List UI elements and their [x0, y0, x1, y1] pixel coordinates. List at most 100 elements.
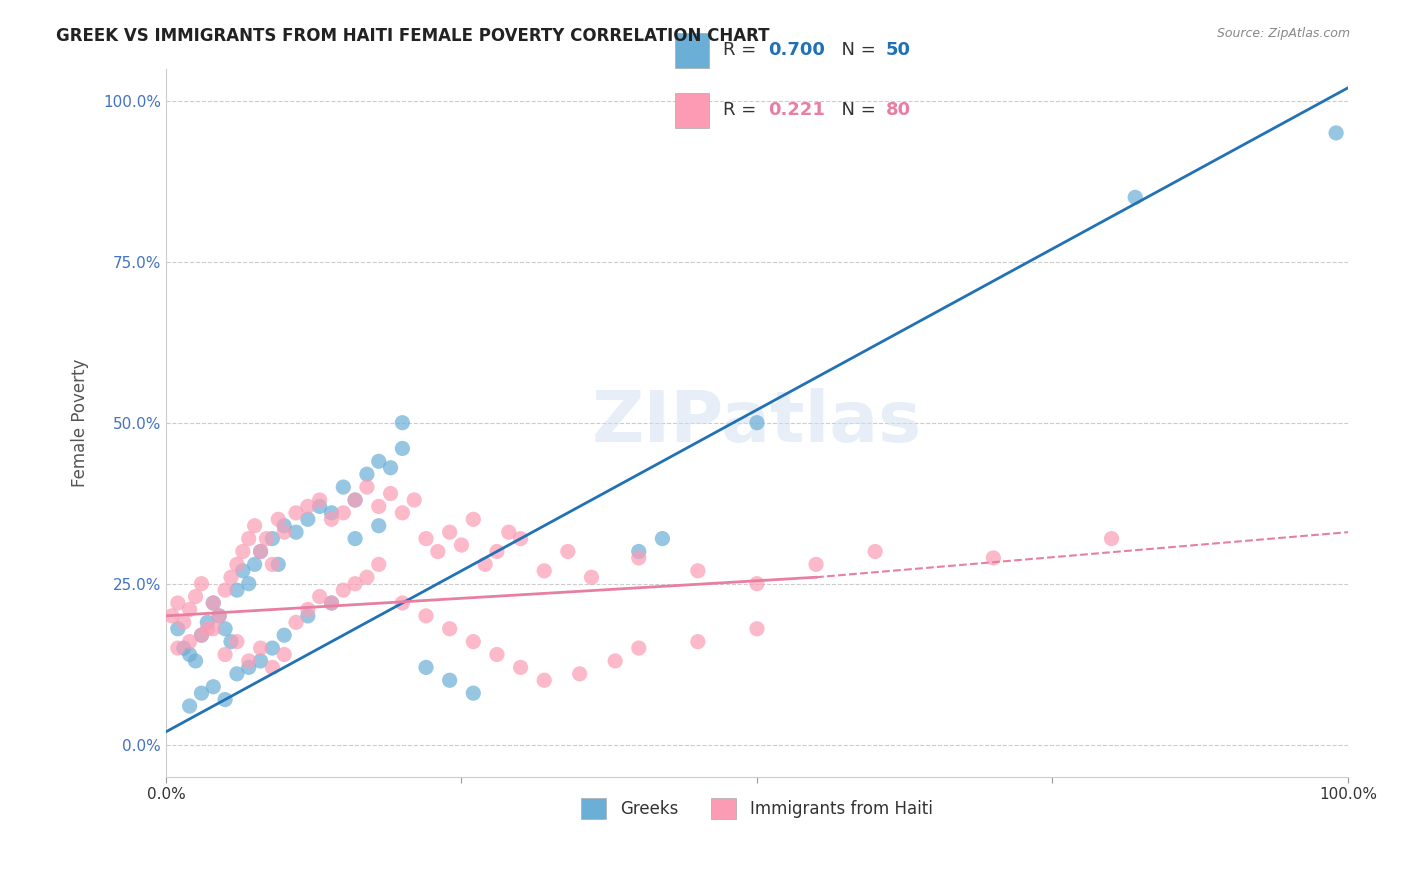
Point [208, 608, 231, 623]
Point [184, 654, 207, 668]
Point [308, 500, 330, 514]
Point [498, 525, 520, 540]
Point [267, 558, 290, 572]
Point [367, 558, 389, 572]
Point [219, 570, 242, 584]
Point [232, 544, 254, 558]
Point [686, 634, 709, 648]
Point [214, 692, 236, 706]
Point [450, 538, 472, 552]
Point [1101, 532, 1123, 546]
Point [190, 576, 212, 591]
Point [391, 416, 413, 430]
Point [627, 641, 650, 656]
Point [356, 480, 378, 494]
Point [297, 512, 319, 526]
Point [1123, 190, 1146, 204]
Point [243, 518, 266, 533]
Point [179, 648, 201, 662]
Text: R =: R = [723, 102, 768, 120]
Point [463, 512, 485, 526]
Point [391, 506, 413, 520]
Text: 0.221: 0.221 [768, 102, 824, 120]
Point [321, 506, 343, 520]
Point [415, 532, 437, 546]
Text: 0.700: 0.700 [768, 41, 824, 59]
Point [256, 532, 278, 546]
Point [332, 506, 354, 520]
Bar [675, 93, 709, 128]
Point [380, 460, 402, 475]
Point [745, 576, 768, 591]
Point [463, 634, 485, 648]
Point [297, 602, 319, 616]
Point [344, 532, 367, 546]
Point [238, 532, 260, 546]
Point [273, 628, 295, 642]
Point [184, 590, 207, 604]
Text: N =: N = [830, 102, 882, 120]
Point [202, 596, 225, 610]
Point [533, 564, 555, 578]
Point [195, 615, 218, 630]
Point [627, 550, 650, 565]
Point [202, 680, 225, 694]
Point [1324, 126, 1347, 140]
Point [249, 544, 271, 558]
Point [202, 622, 225, 636]
Point [463, 686, 485, 700]
Point [415, 608, 437, 623]
Point [581, 570, 603, 584]
Point [262, 558, 284, 572]
Point [605, 654, 627, 668]
Point [356, 570, 378, 584]
Text: Source: ZipAtlas.com: Source: ZipAtlas.com [1216, 27, 1350, 40]
Point [179, 634, 201, 648]
Text: R =: R = [723, 41, 762, 59]
Point [356, 467, 378, 482]
Point [285, 506, 308, 520]
Point [297, 500, 319, 514]
Point [225, 558, 247, 572]
Point [273, 525, 295, 540]
Point [485, 648, 508, 662]
Point [509, 532, 531, 546]
Point [249, 654, 271, 668]
Point [243, 558, 266, 572]
Point [344, 576, 367, 591]
Point [166, 622, 188, 636]
Point [568, 666, 591, 681]
Point [173, 641, 195, 656]
Point [509, 660, 531, 674]
Point [238, 576, 260, 591]
Point [983, 550, 1005, 565]
Point [439, 525, 461, 540]
Point [285, 615, 308, 630]
Point [297, 608, 319, 623]
Text: 80: 80 [886, 102, 911, 120]
Point [367, 518, 389, 533]
Point [232, 564, 254, 578]
Point [173, 615, 195, 630]
Point [404, 493, 426, 508]
Point [195, 622, 218, 636]
Point [285, 525, 308, 540]
Point [863, 544, 886, 558]
Point [367, 500, 389, 514]
Point [225, 666, 247, 681]
Point [219, 634, 242, 648]
Point [249, 544, 271, 558]
Text: N =: N = [830, 41, 882, 59]
Point [273, 648, 295, 662]
Point [557, 544, 579, 558]
Point [166, 641, 188, 656]
Point [238, 654, 260, 668]
Point [745, 416, 768, 430]
Point [367, 454, 389, 468]
Point [190, 686, 212, 700]
Point [214, 648, 236, 662]
Point [214, 583, 236, 598]
Point [804, 558, 827, 572]
Text: ZIPatlas: ZIPatlas [592, 388, 922, 458]
Point [238, 660, 260, 674]
